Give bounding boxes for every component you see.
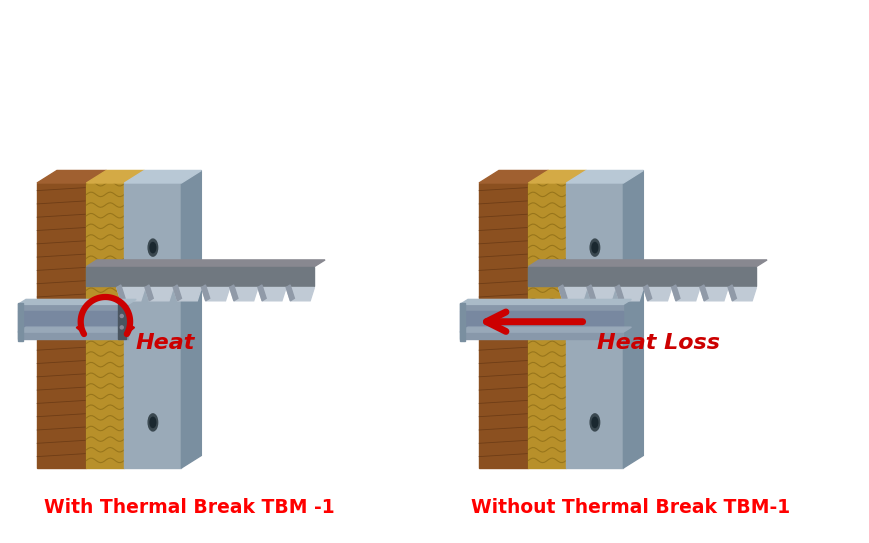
Polygon shape	[479, 183, 528, 468]
Polygon shape	[18, 299, 136, 305]
Text: With Thermal Break TBM -1: With Thermal Break TBM -1	[43, 498, 335, 517]
Polygon shape	[173, 287, 202, 301]
Polygon shape	[18, 311, 129, 332]
Polygon shape	[559, 287, 587, 301]
Polygon shape	[258, 287, 286, 301]
Text: Heat: Heat	[136, 333, 196, 352]
Polygon shape	[286, 285, 295, 301]
Polygon shape	[528, 183, 567, 468]
Text: Heat Loss: Heat Loss	[597, 333, 720, 352]
Polygon shape	[460, 302, 465, 341]
Polygon shape	[18, 327, 136, 332]
Polygon shape	[173, 285, 182, 301]
Polygon shape	[587, 287, 615, 301]
Ellipse shape	[592, 243, 598, 252]
Polygon shape	[559, 285, 567, 301]
Polygon shape	[145, 285, 153, 301]
Polygon shape	[587, 285, 595, 301]
Ellipse shape	[150, 243, 156, 252]
Polygon shape	[615, 287, 643, 301]
Polygon shape	[460, 332, 623, 339]
Polygon shape	[86, 267, 315, 286]
Polygon shape	[116, 285, 125, 301]
Text: Without Thermal Break TBM-1: Without Thermal Break TBM-1	[472, 498, 791, 517]
Polygon shape	[86, 183, 124, 468]
Polygon shape	[567, 171, 643, 183]
Polygon shape	[672, 285, 680, 301]
Polygon shape	[124, 171, 202, 183]
Polygon shape	[86, 171, 144, 183]
Polygon shape	[615, 285, 623, 301]
Polygon shape	[528, 171, 548, 468]
Polygon shape	[528, 260, 767, 267]
Polygon shape	[145, 287, 173, 301]
Ellipse shape	[590, 414, 600, 431]
Ellipse shape	[148, 414, 157, 431]
Polygon shape	[728, 285, 736, 301]
Polygon shape	[643, 285, 652, 301]
Polygon shape	[567, 183, 623, 468]
Ellipse shape	[590, 239, 600, 256]
Polygon shape	[286, 287, 315, 301]
Polygon shape	[86, 171, 106, 468]
Circle shape	[120, 314, 123, 318]
Polygon shape	[18, 302, 23, 341]
Polygon shape	[460, 299, 632, 305]
Circle shape	[120, 326, 123, 329]
Polygon shape	[182, 171, 202, 468]
Polygon shape	[460, 305, 623, 311]
Polygon shape	[18, 332, 129, 339]
Polygon shape	[623, 171, 643, 468]
Polygon shape	[460, 327, 632, 332]
Polygon shape	[37, 171, 106, 183]
Polygon shape	[124, 183, 182, 468]
Polygon shape	[18, 305, 129, 311]
Ellipse shape	[592, 417, 598, 427]
Polygon shape	[202, 285, 209, 301]
Polygon shape	[202, 287, 229, 301]
Polygon shape	[258, 285, 266, 301]
Polygon shape	[86, 260, 325, 267]
Polygon shape	[728, 287, 756, 301]
Polygon shape	[528, 171, 587, 183]
Polygon shape	[76, 324, 84, 334]
Polygon shape	[117, 305, 126, 339]
Polygon shape	[127, 324, 135, 334]
Polygon shape	[700, 287, 728, 301]
Polygon shape	[116, 287, 145, 301]
Polygon shape	[528, 267, 756, 286]
Polygon shape	[460, 311, 623, 332]
Ellipse shape	[148, 239, 157, 256]
Polygon shape	[700, 285, 708, 301]
Polygon shape	[37, 183, 86, 468]
Polygon shape	[672, 287, 700, 301]
Ellipse shape	[150, 417, 156, 427]
Polygon shape	[643, 287, 672, 301]
Polygon shape	[229, 287, 258, 301]
Polygon shape	[479, 171, 548, 183]
Polygon shape	[229, 285, 238, 301]
